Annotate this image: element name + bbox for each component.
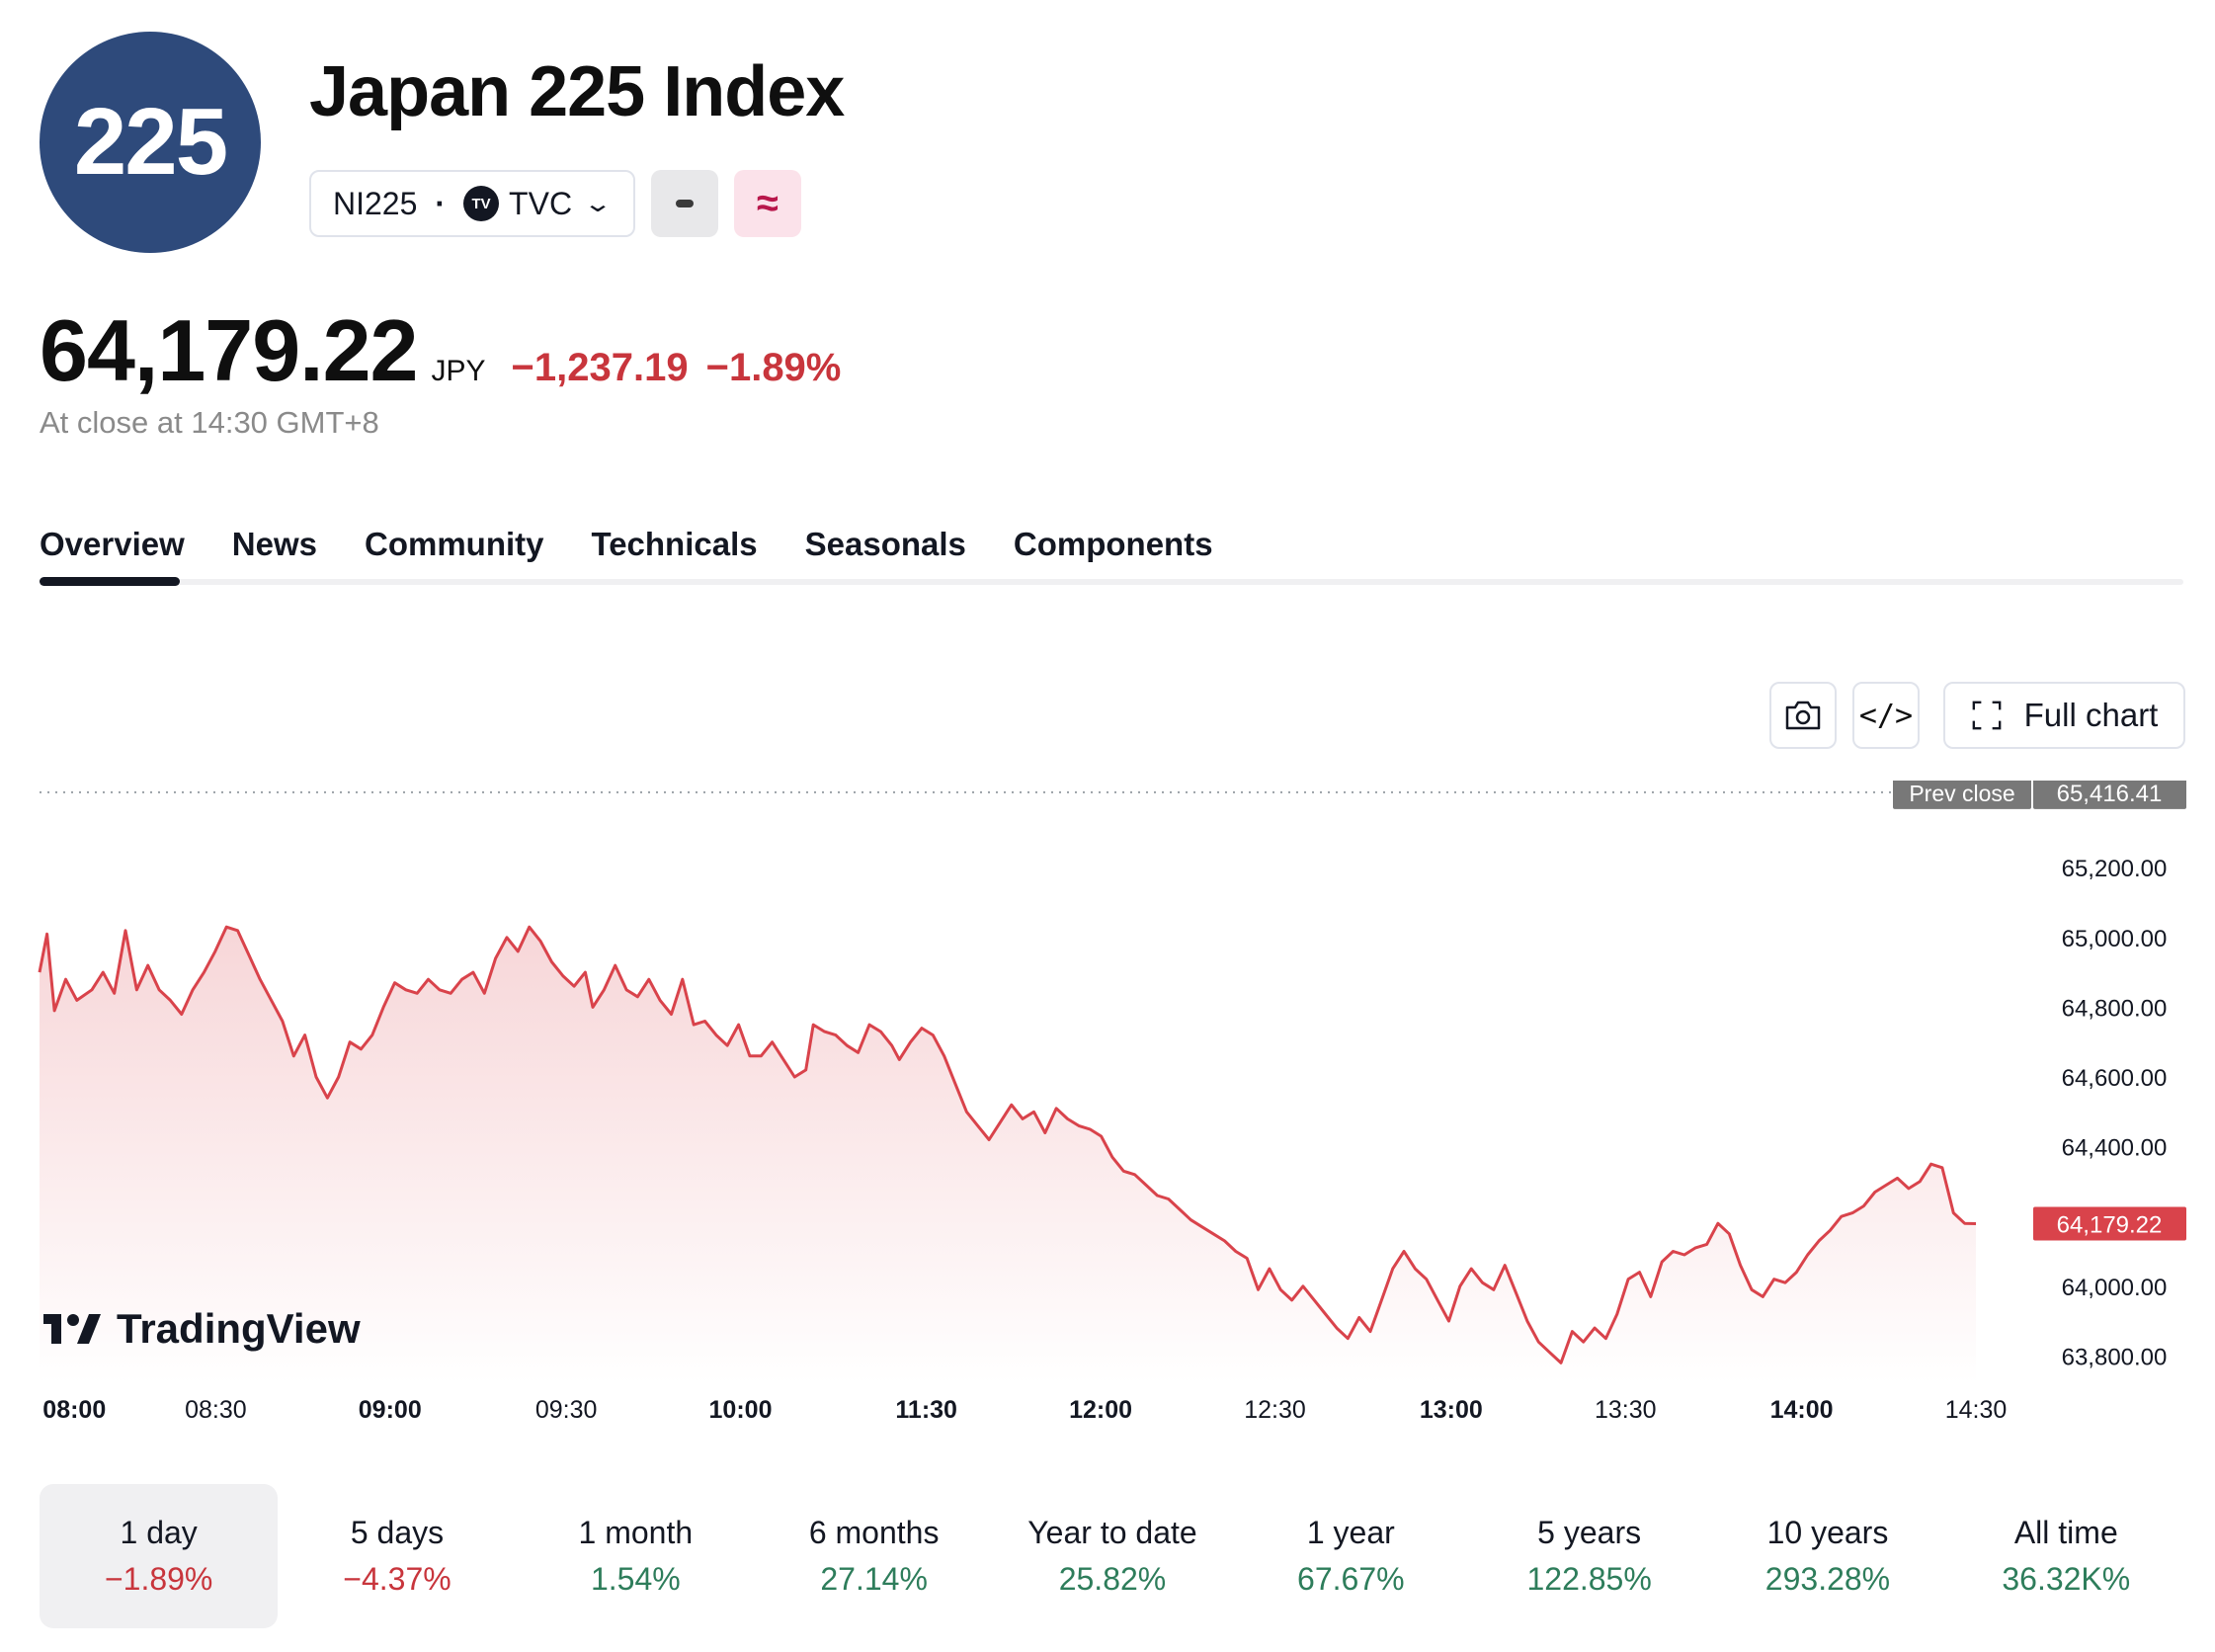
snapshot-button[interactable] <box>1769 682 1837 749</box>
y-tick-label: 64,800.00 <box>2062 995 2168 1022</box>
period-label: 6 months <box>808 1515 940 1550</box>
period-label: 1 day <box>120 1515 198 1550</box>
tradingview-watermark: TradingView <box>43 1305 361 1352</box>
period-change: −4.37% <box>343 1561 451 1597</box>
camera-icon <box>1785 701 1821 730</box>
period-change: 67.67% <box>1297 1561 1405 1597</box>
period-6-months[interactable]: 6 months 27.14% <box>755 1484 993 1628</box>
period-5-years[interactable]: 5 years 122.85% <box>1470 1484 1708 1628</box>
x-tick-label: 14:00 <box>1770 1396 1834 1424</box>
period-change: 36.32K% <box>2002 1561 2131 1597</box>
full-chart-label: Full chart <box>2023 697 2159 733</box>
approx-icon: ≈ <box>757 181 779 225</box>
x-tick-label: 11:30 <box>895 1396 957 1424</box>
chevron-down-icon: ⌄ <box>583 190 614 217</box>
period-5-days[interactable]: 5 days −4.37% <box>278 1484 516 1628</box>
tab-technicals[interactable]: Technicals <box>591 526 758 562</box>
x-tick-label: 13:00 <box>1420 1396 1483 1424</box>
y-tick-label: 65,200.00 <box>2062 856 2168 882</box>
price-line <box>38 925 1977 1364</box>
x-tick-label: 08:00 <box>42 1396 106 1424</box>
period-change: 293.28% <box>1764 1561 1891 1597</box>
svg-text:TradingView: TradingView <box>117 1305 361 1352</box>
tab-components[interactable]: Components <box>1013 526 1213 562</box>
active-tab-indicator <box>40 577 180 586</box>
prev-close-label: Prev close <box>1909 781 2014 806</box>
x-tick-label: 12:00 <box>1069 1396 1132 1424</box>
price-area-fill <box>40 927 1976 1383</box>
page-title: Japan 225 Index <box>309 52 845 131</box>
prev-close-value: 65,416.41 <box>2057 781 2163 807</box>
price-change: −1,237.19 <box>511 346 689 389</box>
period-label: 1 month <box>578 1515 694 1550</box>
tab-community[interactable]: Community <box>364 526 544 562</box>
minus-icon <box>676 200 694 207</box>
period-change: 27.14% <box>820 1561 928 1597</box>
period-label: 5 days <box>350 1515 445 1550</box>
last-price-value: 64,179.22 <box>2057 1212 2163 1239</box>
period-10-years[interactable]: 10 years 293.28% <box>1708 1484 1946 1628</box>
period-label: All time <box>2013 1515 2118 1550</box>
period-all-time[interactable]: All time 36.32K% <box>1947 1484 2185 1628</box>
embed-button[interactable]: </> <box>1852 682 1920 749</box>
period-label: 1 year <box>1306 1515 1395 1550</box>
period-performance-bar: 1 day −1.89% 5 days −4.37% 1 month 1.54% 6 mon… <box>40 1484 2185 1628</box>
period-year-to-date[interactable]: Year to date 25.82% <box>993 1484 1231 1628</box>
y-tick-label: 64,600.00 <box>2062 1065 2168 1092</box>
x-tick-label: 09:30 <box>535 1396 598 1424</box>
period-change: 25.82% <box>1058 1561 1167 1597</box>
market-status-note: At close at 14:30 GMT+8 <box>40 405 379 440</box>
x-tick-label: 14:30 <box>1945 1396 2008 1424</box>
period-1-month[interactable]: 1 month 1.54% <box>517 1484 755 1628</box>
period-label: 10 years <box>1766 1515 1889 1550</box>
period-change: 1.54% <box>590 1561 681 1597</box>
price-change-percent: −1.89% <box>705 346 842 389</box>
tab-news[interactable]: News <box>231 526 317 562</box>
x-tick-label: 08:30 <box>185 1396 247 1424</box>
approx-button[interactable]: ≈ <box>734 170 801 237</box>
symbol-label: NI225 <box>333 185 418 221</box>
y-tick-label: 63,800.00 <box>2062 1344 2168 1370</box>
period-label: 5 years <box>1537 1515 1642 1550</box>
period-1-year[interactable]: 1 year 67.67% <box>1232 1484 1470 1628</box>
code-icon: </> <box>1858 698 1914 733</box>
minus-button[interactable] <box>651 170 718 237</box>
y-tick-label: 65,000.00 <box>2062 926 2168 952</box>
tab-bar: Overview News Community Technicals Seaso… <box>40 526 1261 563</box>
x-tick-label: 09:00 <box>359 1396 422 1424</box>
period-change: 122.85% <box>1526 1561 1652 1597</box>
x-tick-label: 12:30 <box>1244 1396 1306 1424</box>
tradingview-badge-icon: TV <box>463 186 500 221</box>
period-1-day[interactable]: 1 day −1.89% <box>40 1484 279 1628</box>
last-price: 64,179.22 <box>40 301 418 399</box>
index-logo: 225 <box>40 32 261 253</box>
period-label: Year to date <box>1027 1515 1197 1550</box>
tab-overview[interactable]: Overview <box>40 526 185 562</box>
price-chart[interactable]: 65,200.00 65,000.00 64,800.00 64,600.00 64,4… <box>0 781 2215 1433</box>
y-tick-label: 64,000.00 <box>2062 1275 2168 1301</box>
prev-close-value-tag <box>2033 781 2186 809</box>
x-tick-label: 10:00 <box>709 1396 773 1424</box>
currency-label: JPY <box>431 355 486 387</box>
x-tick-label: 13:30 <box>1595 1396 1657 1424</box>
exchange-label: TVC <box>509 185 573 221</box>
last-price-tag <box>2033 1206 2186 1241</box>
tab-seasonals[interactable]: Seasonals <box>804 526 966 562</box>
tab-divider <box>40 579 2183 585</box>
y-tick-label: 64,400.00 <box>2062 1135 2168 1162</box>
prev-close-tag <box>1893 781 2031 809</box>
symbol-exchange-selector[interactable]: NI225 · TV TVC ⌄ <box>309 170 635 237</box>
period-change: −1.89% <box>104 1561 213 1597</box>
fullscreen-icon <box>1972 701 2001 730</box>
quote-row: 64,179.22 JPY −1,237.19 −1.89% <box>40 300 859 401</box>
full-chart-button[interactable]: Full chart <box>1943 682 2185 749</box>
separator-dot: · <box>435 185 447 221</box>
